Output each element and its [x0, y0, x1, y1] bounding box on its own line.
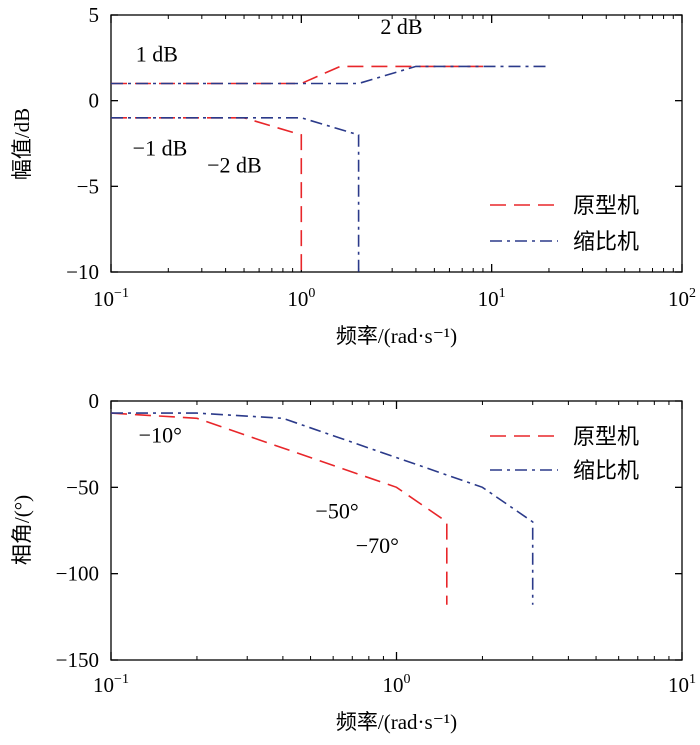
magnitude-annotation: 1 dB [136, 41, 178, 66]
phase-annotation: −50° [315, 498, 358, 523]
magnitude-x-tick-label: 101 [478, 286, 506, 311]
magnitude-annotation: −2 dB [207, 153, 262, 178]
phase-legend-label-prototype: 原型机 [573, 424, 639, 449]
phase-x-tick-label: 10−1 [93, 672, 129, 697]
phase-x-tick-label: 101 [668, 672, 696, 697]
phase-x-tick-label: 100 [383, 672, 411, 697]
phase-x-axis-label: 频率/(rad·s⁻¹) [336, 710, 457, 734]
magnitude-legend-label-prototype: 原型机 [573, 193, 639, 218]
magnitude-y-tick-label: 0 [89, 89, 100, 113]
magnitude-x-tick-label: 10−1 [93, 286, 129, 311]
phase-y-tick-label: −100 [56, 562, 99, 586]
phase-y-tick-label: −150 [56, 648, 99, 672]
magnitude-x-tick-label: 100 [287, 286, 315, 311]
magnitude-annotation: −1 dB [133, 135, 188, 160]
magnitude-series-scaled-3 [111, 117, 360, 272]
magnitude-x-axis-label: 频率/(rad·s⁻¹) [336, 324, 457, 348]
phase-y-tick-label: 0 [89, 389, 100, 413]
magnitude-series-prototype-0 [111, 65, 483, 85]
magnitude-legend-label-scaled: 缩比机 [573, 229, 639, 254]
magnitude-annotation: 2 dB [380, 14, 422, 39]
magnitude-x-tick-label: 102 [668, 286, 696, 311]
magnitude-series-scaled-2 [111, 65, 549, 85]
phase-y-tick-label: −50 [66, 475, 99, 499]
phase-series-scaled-1 [111, 412, 534, 605]
phase-series-prototype-0 [110, 412, 448, 605]
magnitude-y-axis-label: 幅值/dB [10, 108, 34, 180]
magnitude-y-tick-label: 5 [89, 3, 100, 27]
phase-y-axis-label: 相角/(°) [10, 495, 34, 565]
phase-annotation: −70° [356, 533, 399, 558]
phase-annotation: −10° [139, 422, 182, 447]
magnitude-plot-frame [110, 14, 683, 273]
phase-legend-label-scaled: 缩比机 [573, 458, 639, 483]
magnitude-y-tick-label: −5 [77, 174, 99, 198]
magnitude-y-tick-label: −10 [66, 260, 99, 284]
